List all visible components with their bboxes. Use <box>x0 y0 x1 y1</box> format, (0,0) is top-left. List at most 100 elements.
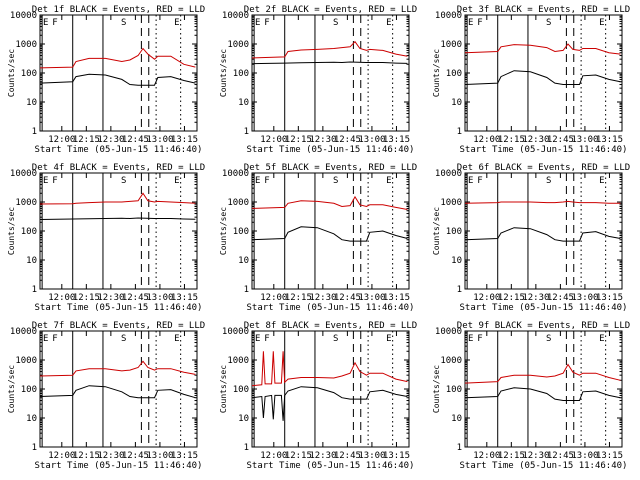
panel-8: Det 8f BLACK = Events, RED = LLD 1 10 100 10… <box>219 321 417 471</box>
y-tick-label: 10000 <box>10 11 37 21</box>
y-tick-label: 10000 <box>222 11 249 21</box>
series-line-events <box>39 217 196 220</box>
event-marker-label: E <box>386 176 391 186</box>
series-line-lld <box>251 351 408 387</box>
y-tick-label: 1 <box>457 285 462 295</box>
x-axis-label: Start Time (05-Jun-15 11:46:40) <box>35 303 203 313</box>
y-tick-label: 10 <box>451 98 462 108</box>
series-line-events <box>251 226 408 242</box>
series-line-lld <box>39 360 196 377</box>
y-tick-label: 100 <box>233 385 249 395</box>
y-tick-label: 1000 <box>15 40 37 50</box>
event-marker-label: F <box>264 176 269 186</box>
y-axis-label: Counts/sec <box>219 49 228 97</box>
x-tick-label: 12:15 <box>73 135 100 145</box>
x-tick-label: 12:15 <box>73 293 100 303</box>
y-tick-label: 10 <box>451 256 462 266</box>
y-tick-label: 1000 <box>15 198 37 208</box>
x-tick-label: 13:15 <box>171 451 198 461</box>
y-tick-label: 1000 <box>15 356 37 366</box>
panel-title: Det 3f BLACK = Events, RED = LLD <box>457 5 630 15</box>
series-line-lld <box>251 40 408 59</box>
event-marker-label: S <box>333 334 338 344</box>
x-tick-label: 13:00 <box>571 451 598 461</box>
y-tick-label: 100 <box>233 227 249 237</box>
y-tick-label: 100 <box>446 385 462 395</box>
x-tick-label: 13:15 <box>383 451 410 461</box>
x-axis-label: Start Time (05-Jun-15 11:46:40) <box>247 303 415 313</box>
x-tick-label: 13:15 <box>596 451 623 461</box>
plot-frame <box>39 172 198 290</box>
y-tick-label: 1000 <box>227 356 249 366</box>
y-tick-label: 10 <box>26 98 37 108</box>
series-line-events <box>39 385 196 399</box>
x-tick-label: 13:00 <box>146 135 173 145</box>
x-tick-label: 12:00 <box>48 135 75 145</box>
x-axis-label: Start Time (05-Jun-15 11:46:40) <box>35 145 203 155</box>
plot-frame <box>39 330 198 448</box>
event-marker-label: E <box>174 18 179 28</box>
x-tick-label: 12:45 <box>547 293 574 303</box>
panel-title: Det 7f BLACK = Events, RED = LLD <box>32 321 205 331</box>
event-marker-label: S <box>333 18 338 28</box>
event-marker-label: E <box>599 18 604 28</box>
x-axis-label: Start Time (05-Jun-15 11:46:40) <box>35 461 203 471</box>
x-tick-label: 12:30 <box>309 135 336 145</box>
x-tick-label: 12:00 <box>260 451 287 461</box>
event-marker-label: E <box>255 334 260 344</box>
series-line-lld <box>464 200 621 204</box>
x-axis-label: Start Time (05-Jun-15 11:46:40) <box>460 461 628 471</box>
x-tick-label: 13:15 <box>383 293 410 303</box>
panel-2: Det 2f BLACK = Events, RED = LLD 1 10 100 10… <box>219 5 417 155</box>
x-tick-label: 12:15 <box>285 451 312 461</box>
event-marker-label: S <box>333 176 338 186</box>
event-marker-label: E <box>599 334 604 344</box>
panel-title: Det 5f BLACK = Events, RED = LLD <box>244 163 417 173</box>
x-tick-label: 12:30 <box>97 135 124 145</box>
x-tick-label: 12:30 <box>309 451 336 461</box>
x-tick-label: 12:45 <box>334 135 361 145</box>
event-marker-label: F <box>477 18 482 28</box>
x-tick-label: 12:00 <box>473 135 500 145</box>
x-tick-label: 13:00 <box>358 293 385 303</box>
x-tick-label: 12:45 <box>122 293 149 303</box>
event-marker-label: S <box>121 18 126 28</box>
panel-title: Det 8f BLACK = Events, RED = LLD <box>244 321 417 331</box>
event-marker-label: E <box>468 18 473 28</box>
x-tick-label: 12:15 <box>498 135 525 145</box>
x-tick-label: 12:30 <box>522 135 549 145</box>
y-tick-label: 10 <box>238 98 249 108</box>
x-tick-label: 12:00 <box>473 451 500 461</box>
series-line-events <box>39 73 196 86</box>
x-tick-label: 12:00 <box>260 293 287 303</box>
event-marker-label: E <box>43 18 48 28</box>
event-marker-label: E <box>174 176 179 186</box>
x-tick-label: 13:00 <box>571 135 598 145</box>
x-tick-label: 13:15 <box>383 135 410 145</box>
y-tick-label: 1 <box>457 443 462 453</box>
event-marker-label: E <box>468 176 473 186</box>
y-tick-label: 1 <box>457 127 462 137</box>
series-line-events <box>464 227 621 242</box>
y-tick-label: 100 <box>446 227 462 237</box>
event-marker-label: F <box>52 334 57 344</box>
y-axis-label: Counts/sec <box>219 207 228 255</box>
panel-title: Det 9f BLACK = Events, RED = LLD <box>457 321 630 331</box>
panel-7: Det 7f BLACK = Events, RED = LLD 1 10 100 10… <box>7 321 205 471</box>
x-axis-label: Start Time (05-Jun-15 11:46:40) <box>460 145 628 155</box>
series-line-events <box>464 70 621 85</box>
panel-6: Det 6f BLACK = Events, RED = LLD 1 10 100 10… <box>432 163 630 313</box>
x-tick-label: 12:30 <box>522 451 549 461</box>
plot-frame <box>39 14 198 132</box>
x-tick-label: 13:00 <box>146 293 173 303</box>
x-tick-label: 13:00 <box>358 135 385 145</box>
y-tick-label: 10000 <box>10 169 37 179</box>
series-line-events <box>251 386 408 421</box>
x-axis-label: Start Time (05-Jun-15 11:46:40) <box>247 145 415 155</box>
event-marker-label: S <box>546 18 551 28</box>
x-tick-label: 12:00 <box>48 451 75 461</box>
x-tick-label: 12:15 <box>73 451 100 461</box>
event-marker-label: S <box>546 334 551 344</box>
series-line-lld <box>464 43 621 55</box>
